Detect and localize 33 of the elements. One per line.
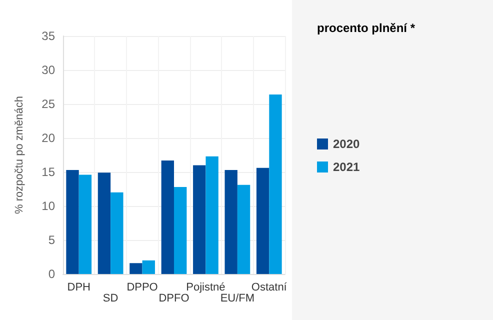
- text: procento plnění *: [317, 21, 416, 35]
- y-tick-label: 25: [42, 97, 56, 111]
- y-tick-label: 35: [42, 29, 56, 43]
- legend-label: 2020: [333, 137, 360, 151]
- x-tick-label: Pojistné: [186, 282, 226, 294]
- x-tick-label: EU/FM: [220, 292, 255, 304]
- bar: [193, 165, 206, 274]
- bar: [130, 263, 142, 274]
- bar: [110, 192, 124, 274]
- x-tick-label: DPPO: [126, 282, 158, 294]
- y-tick-label: 5: [48, 233, 56, 247]
- bar: [98, 172, 111, 274]
- y-tick-label: 0: [48, 267, 56, 281]
- bar: [78, 174, 92, 274]
- x-tick-label: DPFO: [158, 292, 190, 304]
- bar: [237, 184, 250, 274]
- bar: [256, 168, 270, 274]
- x-tick-label: DPH: [67, 282, 91, 294]
- y-tick-label: 15: [42, 165, 56, 179]
- x-tick-label: SD: [102, 292, 118, 304]
- bar: [142, 260, 155, 274]
- bar: [161, 160, 174, 274]
- bar: [206, 156, 218, 274]
- bar: [174, 186, 187, 274]
- y-tick-label: 10: [42, 199, 56, 213]
- y-tick-label: 30: [42, 63, 56, 77]
- y-axis-title: % rozpočtu po změnách: [14, 96, 26, 214]
- bar: [66, 170, 79, 274]
- y-tick-label: 20: [42, 131, 56, 145]
- x-tick-label: Ostatní: [251, 282, 288, 294]
- bar: [269, 94, 282, 274]
- bar: [224, 170, 238, 274]
- legend-label: 2021: [333, 160, 360, 174]
